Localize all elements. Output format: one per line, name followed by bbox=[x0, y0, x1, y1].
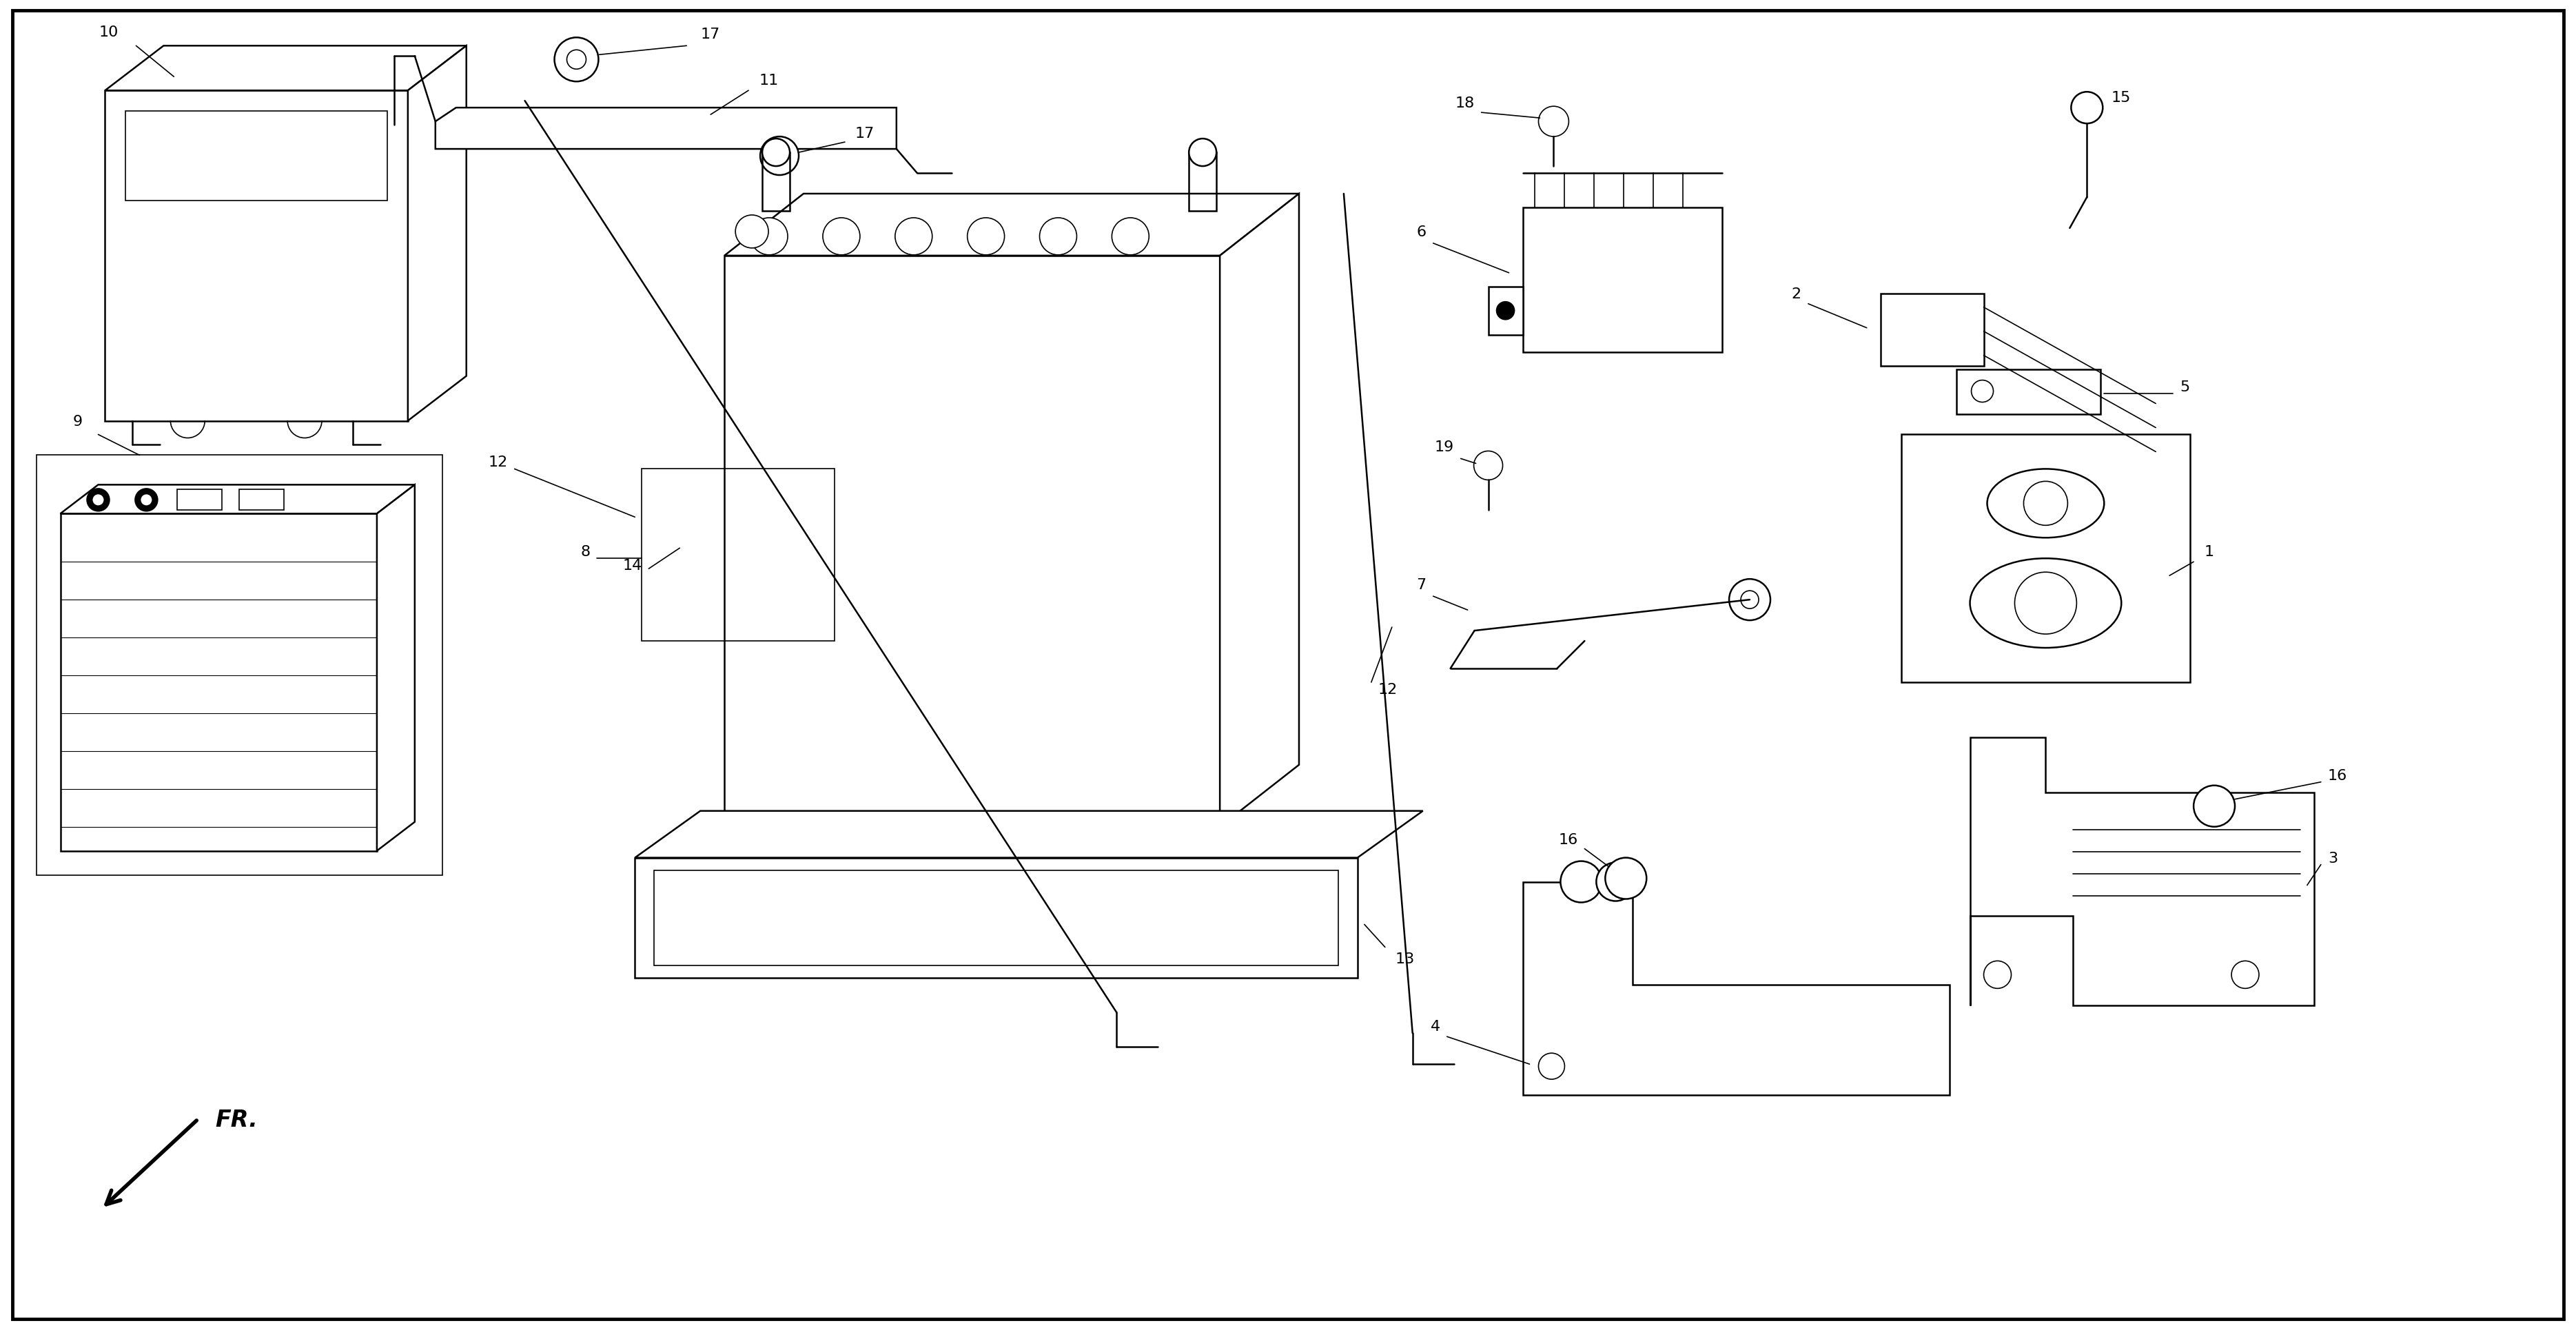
Bar bbox=[724, 257, 1221, 827]
Bar bbox=[641, 469, 835, 641]
Ellipse shape bbox=[1986, 469, 2105, 539]
Circle shape bbox=[1741, 591, 1759, 609]
Text: 1: 1 bbox=[2205, 545, 2213, 559]
Bar bbox=[36, 456, 443, 875]
Text: 12: 12 bbox=[489, 456, 507, 469]
Polygon shape bbox=[407, 47, 466, 422]
Ellipse shape bbox=[1971, 559, 2123, 648]
Bar bbox=[126, 112, 386, 201]
Circle shape bbox=[137, 489, 157, 511]
Circle shape bbox=[734, 215, 768, 249]
Text: 4: 4 bbox=[1430, 1020, 1440, 1033]
Circle shape bbox=[1728, 580, 1770, 621]
Circle shape bbox=[567, 51, 587, 69]
Bar bbox=[106, 90, 407, 422]
Bar bbox=[1190, 153, 1216, 211]
Text: 3: 3 bbox=[2329, 851, 2336, 864]
Bar bbox=[762, 153, 791, 211]
Circle shape bbox=[969, 218, 1005, 255]
Text: 12: 12 bbox=[1378, 682, 1399, 697]
Circle shape bbox=[822, 218, 860, 255]
Circle shape bbox=[1597, 863, 1636, 902]
Circle shape bbox=[2195, 786, 2236, 827]
Circle shape bbox=[1041, 218, 1077, 255]
Circle shape bbox=[750, 218, 788, 255]
Circle shape bbox=[762, 140, 791, 166]
Text: 7: 7 bbox=[1417, 579, 1427, 592]
Bar bbox=[1955, 370, 2099, 415]
Text: 13: 13 bbox=[1396, 952, 1414, 966]
Text: 16: 16 bbox=[2329, 769, 2347, 782]
Bar bbox=[634, 858, 1358, 979]
Polygon shape bbox=[59, 485, 415, 513]
Text: 9: 9 bbox=[72, 415, 82, 428]
Text: 11: 11 bbox=[760, 74, 778, 88]
Polygon shape bbox=[724, 194, 1298, 257]
Text: 16: 16 bbox=[1558, 833, 1577, 846]
Circle shape bbox=[1538, 1053, 1564, 1080]
Polygon shape bbox=[435, 108, 896, 149]
Polygon shape bbox=[1221, 194, 1298, 827]
Bar bbox=[240, 489, 283, 511]
Circle shape bbox=[88, 489, 108, 511]
Bar bbox=[59, 513, 376, 851]
Circle shape bbox=[1971, 380, 1994, 403]
Polygon shape bbox=[1971, 738, 2313, 1005]
Circle shape bbox=[2071, 92, 2102, 124]
Text: 15: 15 bbox=[2110, 90, 2130, 105]
Bar bbox=[1901, 435, 2190, 682]
Circle shape bbox=[1113, 218, 1149, 255]
Text: 10: 10 bbox=[98, 25, 118, 40]
Circle shape bbox=[142, 495, 152, 505]
Circle shape bbox=[2025, 481, 2069, 525]
Circle shape bbox=[760, 137, 799, 176]
Circle shape bbox=[1473, 451, 1502, 480]
Circle shape bbox=[770, 148, 788, 165]
Text: 17: 17 bbox=[701, 28, 719, 41]
Circle shape bbox=[554, 39, 598, 82]
Circle shape bbox=[2231, 962, 2259, 988]
Text: 14: 14 bbox=[623, 559, 641, 572]
Polygon shape bbox=[1522, 882, 1950, 1095]
Circle shape bbox=[1190, 140, 1216, 166]
Text: 2: 2 bbox=[1793, 287, 1801, 301]
Polygon shape bbox=[106, 47, 466, 90]
Text: 19: 19 bbox=[1435, 440, 1453, 455]
Circle shape bbox=[1561, 862, 1602, 903]
Circle shape bbox=[1538, 106, 1569, 137]
Circle shape bbox=[894, 218, 933, 255]
Circle shape bbox=[93, 495, 103, 505]
Circle shape bbox=[1497, 302, 1515, 321]
Circle shape bbox=[1605, 858, 1646, 899]
Text: 6: 6 bbox=[1417, 225, 1427, 239]
Text: 18: 18 bbox=[1455, 97, 1473, 110]
Bar bbox=[654, 870, 1340, 966]
Polygon shape bbox=[376, 485, 415, 851]
Text: FR.: FR. bbox=[216, 1108, 258, 1130]
Bar bbox=[1522, 207, 1723, 352]
Text: 5: 5 bbox=[2179, 380, 2190, 394]
Polygon shape bbox=[634, 811, 1422, 858]
Bar bbox=[1880, 294, 1984, 366]
Circle shape bbox=[1984, 962, 2012, 988]
Circle shape bbox=[2014, 572, 2076, 634]
Text: 8: 8 bbox=[580, 545, 590, 559]
Text: 17: 17 bbox=[855, 126, 876, 141]
Polygon shape bbox=[1489, 287, 1522, 335]
Bar bbox=[178, 489, 222, 511]
